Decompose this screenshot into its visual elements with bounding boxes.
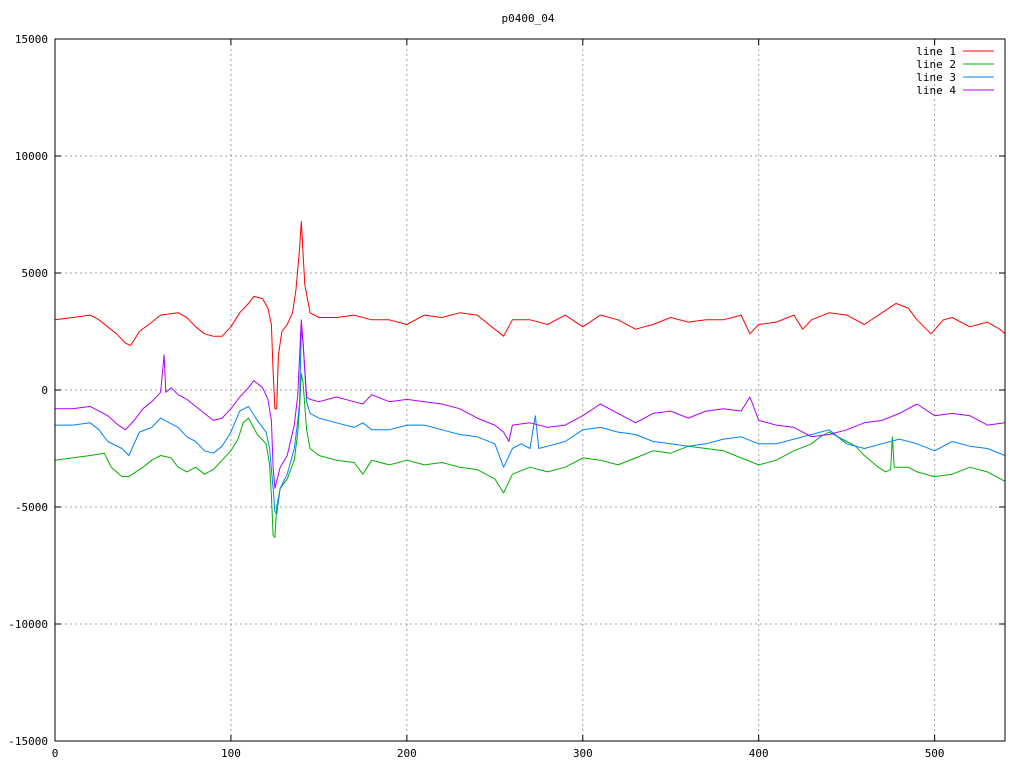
y-tick-label: 5000	[22, 267, 49, 280]
x-tick-label: 0	[52, 747, 59, 760]
legend-label: line 2	[916, 58, 956, 71]
grid-lines	[55, 39, 1005, 741]
chart-title: p0400_04	[502, 12, 555, 25]
x-tick-label: 100	[221, 747, 241, 760]
axis-ticks: -15000 -10000 -5000 0 5000 10000 15000 0 100 200 3…	[8, 33, 1005, 760]
y-tick-label: -10000	[8, 618, 48, 631]
y-tick-label: -5000	[15, 501, 48, 514]
x-tick-label: 300	[573, 747, 593, 760]
x-tick-label: 200	[397, 747, 417, 760]
series-line-2	[54, 373, 1006, 538]
y-tick-label: 15000	[15, 33, 48, 46]
y-tick-label: 0	[41, 384, 48, 397]
series-line-1	[54, 221, 1006, 410]
legend-label: line 1	[916, 45, 956, 58]
series-line-4	[55, 319, 1006, 489]
series-line-3	[55, 328, 1006, 515]
y-tick-label: -15000	[8, 735, 48, 748]
legend-label: line 4	[916, 84, 956, 97]
x-tick-label: 500	[925, 747, 945, 760]
series-lines	[54, 221, 1006, 538]
x-tick-label: 400	[749, 747, 769, 760]
legend-label: line 3	[916, 71, 956, 84]
y-tick-label: 10000	[15, 150, 48, 163]
